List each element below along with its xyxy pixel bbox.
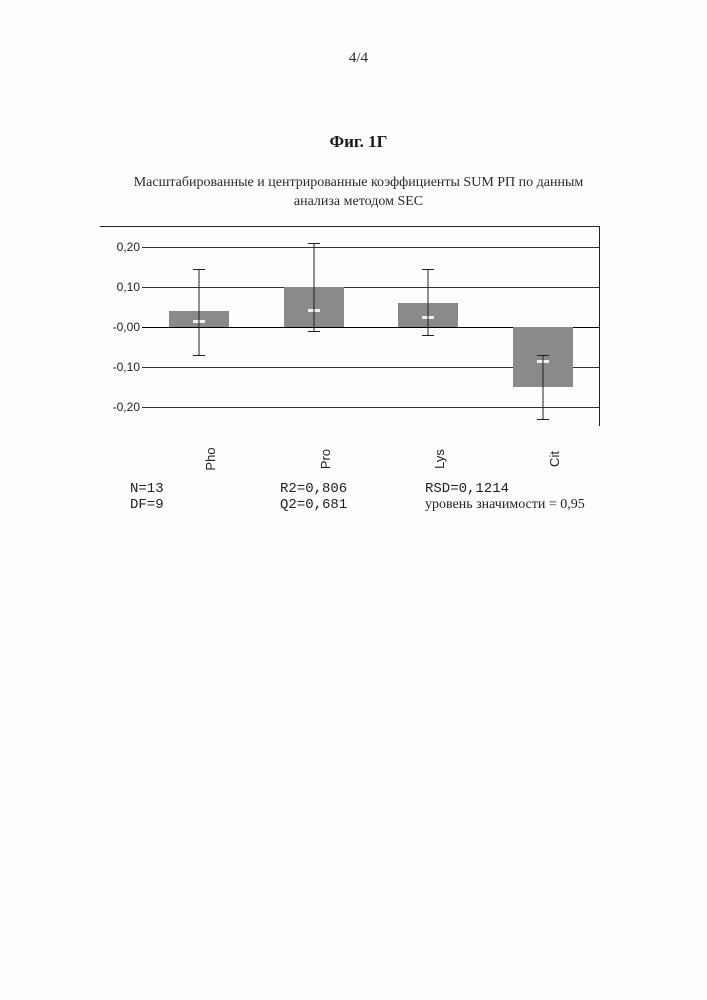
error-cap	[193, 269, 205, 270]
gridline	[142, 287, 599, 288]
error-bar	[542, 355, 543, 419]
plot-area: -0,20-0,10-0,000,100,20PhoProLysCit	[100, 226, 600, 426]
xtick-label: Cit	[547, 451, 562, 467]
page-number: 4/4	[70, 50, 647, 67]
error-cap	[193, 355, 205, 356]
gridline	[142, 407, 599, 408]
error-bar	[313, 243, 314, 331]
stat-df: DF=9	[130, 497, 280, 513]
figure-title: Фиг. 1Г	[70, 132, 647, 152]
error-bar	[199, 269, 200, 355]
chart-subtitle: Масштабированные и центрированные коэффи…	[70, 174, 647, 212]
ytick-label: -0,00	[100, 320, 140, 334]
error-cap	[422, 269, 434, 270]
stat-rsd: RSD=0,1214	[425, 481, 625, 497]
error-cap	[537, 355, 549, 356]
error-cap	[308, 331, 320, 332]
stat-r2: R2=0,806	[280, 481, 425, 497]
stat-q2: Q2=0,681	[280, 497, 425, 513]
error-cap	[308, 243, 320, 244]
xtick-label: Lys	[432, 449, 447, 469]
stat-n: N=13	[130, 481, 280, 497]
stat-sig: уровень значимости = 0,95	[425, 497, 625, 513]
ytick-label: -0,10	[100, 360, 140, 374]
ytick-label: 0,20	[100, 240, 140, 254]
chart: -0,20-0,10-0,000,100,20PhoProLysCit	[100, 226, 600, 426]
stats-block: N=13 R2=0,806 RSD=0,1214 DF=9 Q2=0,681 у…	[130, 481, 647, 513]
error-bar	[428, 269, 429, 335]
xtick-label: Pro	[318, 449, 333, 469]
gridline	[142, 247, 599, 248]
ytick-label: -0,20	[100, 400, 140, 414]
error-cap	[422, 335, 434, 336]
ytick-label: 0,10	[100, 280, 140, 294]
error-cap	[537, 419, 549, 420]
xtick-label: Pho	[203, 447, 218, 470]
